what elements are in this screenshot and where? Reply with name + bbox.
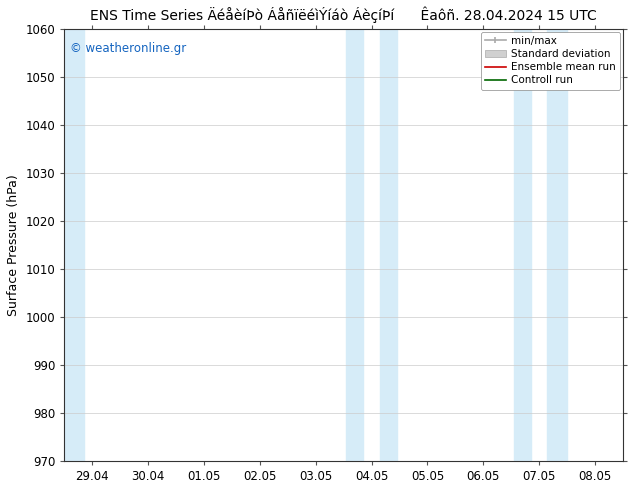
Bar [380, 29, 397, 461]
Bar [514, 29, 531, 461]
Y-axis label: Surface Pressure (hPa): Surface Pressure (hPa) [7, 174, 20, 316]
Title: ENS Time Series ÄéåèíÞò ÁåñïëéìÝíáò ÁèçíÞí      Êaôñ. 28.04.2024 15 UTC: ENS Time Series ÄéåèíÞò ÁåñïëéìÝíáò Áèçí… [90, 7, 597, 24]
Text: © weatheronline.gr: © weatheronline.gr [70, 42, 186, 55]
Bar [346, 29, 363, 461]
Legend: min/max, Standard deviation, Ensemble mean run, Controll run: min/max, Standard deviation, Ensemble me… [481, 32, 620, 90]
Bar [64, 29, 84, 461]
Bar [548, 29, 567, 461]
